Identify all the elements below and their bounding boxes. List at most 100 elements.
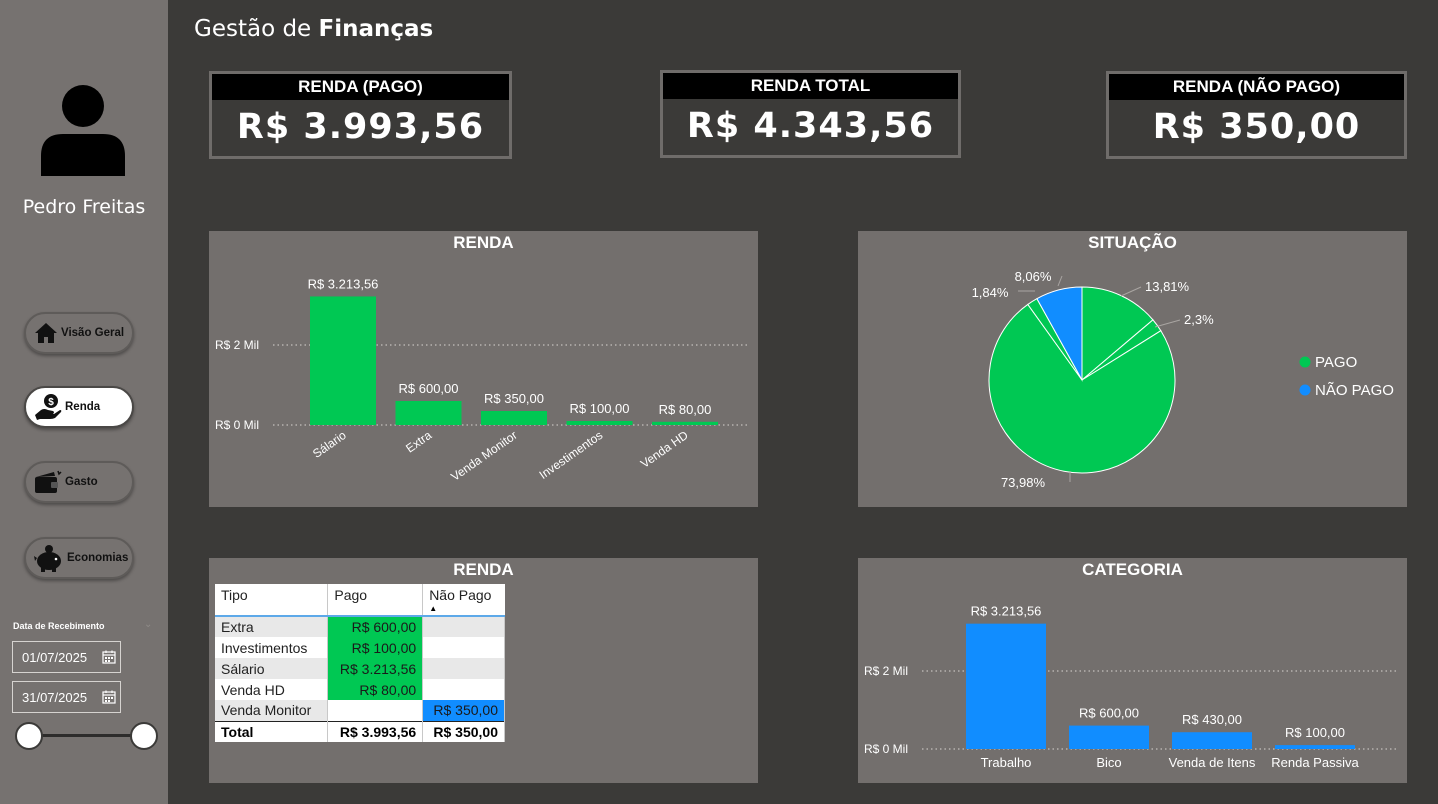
date-range-slider-end-handle[interactable] (130, 722, 158, 750)
y-tick-label: R$ 0 Mil (864, 742, 908, 756)
col-header-tipo[interactable]: Tipo (215, 584, 329, 617)
data-label: R$ 3.213,56 (308, 276, 379, 291)
sidebar: Pedro Freitas Visão Geral $ Renda Gasto (0, 0, 168, 804)
col-header-pago[interactable]: Pago (327, 584, 424, 617)
cell-total-nao-pago: R$ 350,00 (422, 720, 505, 742)
bar[interactable] (566, 421, 633, 425)
kpi-renda-total-value: R$ 4.343,56 (686, 106, 935, 146)
cell-tipo: Investimentos (215, 637, 329, 658)
cell-total-pago: R$ 3.993,56 (327, 720, 424, 742)
cell-nao-pago (422, 637, 505, 658)
cell-tipo: Venda HD (215, 679, 329, 700)
slice-label: 1,84% (972, 285, 1009, 300)
data-label: R$ 100,00 (570, 401, 630, 416)
legend-label: PAGO (1315, 354, 1357, 371)
date-range-slider-track[interactable] (30, 734, 145, 737)
col-header-nao-pago[interactable]: Não Pago ▲ (422, 584, 505, 617)
y-tick-label: R$ 2 Mil (215, 338, 259, 352)
pie-slice[interactable] (1036, 286, 1083, 382)
slice-label: 13,81% (1145, 279, 1190, 294)
slice-label: 2,3% (1184, 312, 1214, 327)
user-avatar-icon (41, 85, 125, 176)
date-range-slider-start-handle[interactable] (15, 722, 43, 750)
svg-text:$: $ (48, 397, 54, 408)
sort-asc-icon: ▲ (429, 604, 438, 613)
cell-pago (327, 700, 424, 721)
cell-nao-pago (422, 616, 505, 637)
bar[interactable] (481, 411, 547, 425)
nav-visao-geral-label: Visão Geral (61, 327, 125, 339)
x-tick-label: Investimentos (537, 428, 606, 482)
bar[interactable] (1069, 725, 1149, 749)
kpi-renda-nao-pago-value: R$ 350,00 (1152, 107, 1361, 147)
page-title-light: Gestão de (194, 16, 312, 42)
slice-label: 73,98% (1001, 475, 1046, 490)
data-label: R$ 3.213,56 (971, 604, 1042, 619)
cell-nao-pago (422, 679, 505, 700)
table-row: Venda HD R$ 80,00 (215, 679, 505, 700)
cell-pago: R$ 3.213,56 (327, 658, 424, 679)
x-tick-label: Venda Monitor (448, 428, 519, 484)
cell-tipo: Venda Monitor (215, 700, 329, 721)
bar[interactable] (395, 401, 462, 425)
x-tick-label: Extra (403, 428, 434, 456)
table-row: Extra R$ 600,00 (215, 616, 505, 637)
date-end-input[interactable]: 31/07/2025 (12, 681, 121, 713)
bar[interactable] (652, 421, 718, 425)
nav-economias-button[interactable]: Economias (24, 537, 134, 579)
date-end-value: 31/07/2025 (22, 689, 88, 705)
cell-nao-pago (422, 658, 505, 679)
legend-marker (1299, 384, 1311, 396)
leader-line (1057, 275, 1063, 287)
y-tick-label: R$ 2 Mil (864, 664, 908, 678)
renda-chart-panel: RENDA R$ 0 Mil R$ 2 Mil R$ 3.213,56 Sálario… (209, 231, 758, 507)
leader-line (1120, 286, 1142, 297)
col-header-nao-pago-label: Não Pago (429, 587, 492, 603)
bar[interactable] (1172, 732, 1252, 749)
x-tick-label: Renda Passiva (1271, 755, 1359, 770)
cell-pago: R$ 600,00 (327, 616, 424, 637)
y-tick-label: R$ 0 Mil (215, 418, 259, 432)
kpi-renda-nao-pago-label: RENDA (NÃO PAGO) (1109, 74, 1404, 100)
date-start-input[interactable]: 01/07/2025 (12, 641, 121, 673)
money-hand-icon: $ (35, 394, 62, 420)
nav-renda-label: Renda (65, 401, 101, 413)
kpi-renda-pago-label: RENDA (PAGO) (212, 74, 509, 100)
renda-table: Tipo Pago Não Pago ▲ Extra R$ 600,00 Inv… (215, 584, 505, 742)
situacao-chart-panel: SITUAÇÃO 13,81% 2,3% 73,98% 1,84% 8,06% PAGO N… (858, 231, 1407, 507)
table-row: Sálario R$ 3.213,56 (215, 658, 505, 679)
calendar-icon[interactable] (102, 690, 116, 704)
legend-label: NÃO PAGO (1315, 382, 1394, 399)
calendar-icon[interactable] (102, 650, 116, 664)
piggy-bank-icon (34, 545, 61, 572)
bar[interactable] (966, 623, 1046, 749)
bar[interactable] (1275, 745, 1355, 749)
data-label: R$ 600,00 (1079, 706, 1139, 721)
chevron-down-icon[interactable]: ⌄ (144, 619, 153, 630)
table-row: Investimentos R$ 100,00 (215, 637, 505, 658)
cell-tipo: Extra (215, 616, 329, 637)
data-label: R$ 430,00 (1182, 712, 1242, 727)
x-tick-label: Venda HD (638, 428, 691, 471)
categoria-chart-title: CATEGORIA (1082, 560, 1183, 579)
home-icon (35, 323, 57, 343)
renda-table-title: RENDA (453, 560, 514, 579)
user-name: Pedro Freitas (22, 196, 146, 218)
data-label: R$ 80,00 (659, 402, 712, 417)
date-start-value: 01/07/2025 (22, 649, 88, 665)
categoria-chart-panel: CATEGORIA R$ 0 Mil R$ 2 Mil R$ 3.213,56 Tra… (858, 558, 1407, 783)
table-total-row: Total R$ 3.993,56 R$ 350,00 (215, 720, 505, 742)
pie-slice[interactable] (988, 303, 1176, 474)
cell-pago: R$ 80,00 (327, 679, 424, 700)
renda-table-panel: RENDA Tipo Pago Não Pago ▲ Extra R$ 600,… (209, 558, 758, 783)
nav-gasto-button[interactable]: Gasto (24, 461, 134, 503)
bar[interactable] (310, 296, 376, 425)
kpi-renda-total-label: RENDA TOTAL (663, 73, 958, 99)
x-tick-label: Venda de Itens (1169, 755, 1256, 770)
nav-renda-button[interactable]: $ Renda (24, 386, 134, 428)
nav-economias-label: Economias (67, 552, 129, 564)
x-tick-label: Bico (1096, 755, 1121, 770)
data-label: R$ 350,00 (484, 391, 544, 406)
situacao-pie-chart: 13,81% 2,3% 73,98% 1,84% 8,06% PAGO NÃO PAGO (972, 269, 1394, 490)
nav-visao-geral-button[interactable]: Visão Geral (24, 312, 134, 354)
